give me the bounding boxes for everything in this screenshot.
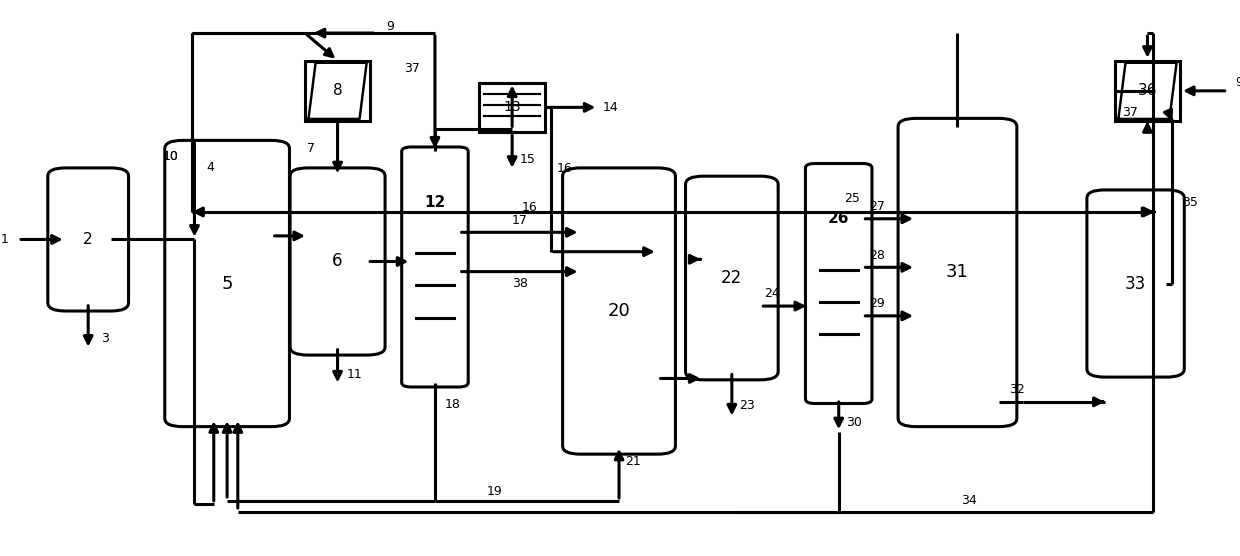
Text: 10: 10 (162, 151, 179, 163)
Text: 8: 8 (332, 83, 342, 98)
Text: 14: 14 (603, 101, 618, 114)
Text: 11: 11 (346, 368, 362, 381)
FancyBboxPatch shape (402, 147, 469, 387)
Text: 16: 16 (522, 201, 537, 214)
Bar (305, 61, 371, 121)
Text: 37: 37 (1122, 106, 1137, 120)
Text: 7: 7 (308, 142, 315, 155)
Bar (1115, 61, 1180, 121)
Text: 18: 18 (445, 398, 461, 411)
Text: 10: 10 (162, 151, 179, 163)
FancyBboxPatch shape (48, 168, 129, 311)
Text: 3: 3 (100, 332, 109, 345)
Text: 12: 12 (424, 195, 445, 210)
FancyBboxPatch shape (563, 168, 676, 454)
Text: 30: 30 (846, 416, 862, 429)
FancyBboxPatch shape (898, 118, 1017, 426)
Text: 9: 9 (1235, 76, 1240, 89)
Text: 13: 13 (503, 101, 521, 115)
Text: 24: 24 (764, 287, 780, 300)
Text: 34: 34 (961, 494, 977, 508)
Text: 1: 1 (1, 233, 9, 246)
Text: 5: 5 (222, 275, 233, 292)
Text: 35: 35 (1182, 196, 1198, 209)
Text: 29: 29 (869, 297, 884, 310)
FancyBboxPatch shape (290, 168, 386, 355)
Text: 25: 25 (844, 192, 861, 205)
Text: 4: 4 (206, 161, 213, 175)
Text: 15: 15 (520, 153, 536, 166)
Text: 22: 22 (722, 269, 743, 287)
FancyBboxPatch shape (686, 176, 779, 380)
FancyBboxPatch shape (806, 163, 872, 404)
Text: 6: 6 (332, 252, 342, 270)
Text: 26: 26 (828, 211, 849, 226)
Text: 32: 32 (1009, 383, 1024, 396)
Text: 20: 20 (608, 302, 630, 320)
Text: 31: 31 (946, 264, 968, 281)
Text: 37: 37 (404, 62, 419, 75)
Text: 38: 38 (512, 277, 527, 290)
FancyBboxPatch shape (165, 140, 289, 426)
Text: 33: 33 (1125, 275, 1146, 292)
Text: 2: 2 (83, 232, 93, 247)
Bar (480, 83, 544, 132)
Text: 36: 36 (1138, 83, 1157, 98)
Text: 23: 23 (739, 399, 755, 412)
Text: 21: 21 (625, 455, 641, 468)
FancyBboxPatch shape (1087, 190, 1184, 377)
Text: 9: 9 (387, 20, 394, 33)
Text: 19: 19 (486, 484, 502, 498)
Text: 28: 28 (869, 249, 884, 262)
Text: 16: 16 (557, 162, 573, 175)
Text: 17: 17 (512, 214, 527, 227)
Text: 27: 27 (869, 200, 884, 213)
